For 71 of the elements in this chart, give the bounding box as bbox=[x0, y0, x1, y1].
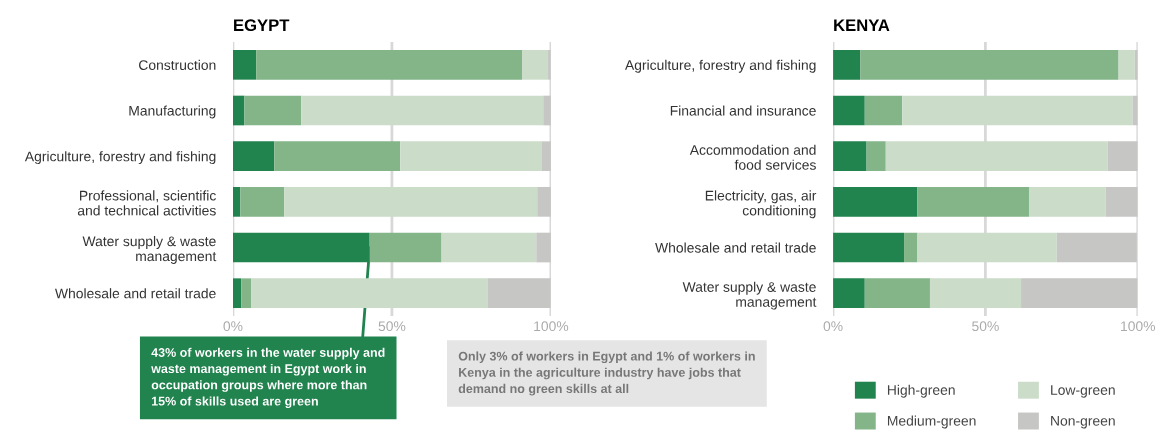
bar bbox=[240, 187, 285, 217]
bar bbox=[864, 95, 903, 126]
bar bbox=[1105, 187, 1138, 217]
bar bbox=[929, 278, 1022, 309]
y-tick-label: Manufacturing bbox=[129, 105, 216, 119]
bar bbox=[833, 95, 865, 126]
bar bbox=[369, 232, 442, 263]
text: Only 3% of workers in Egypt and 1% of workers in Kenya in the agriculture industry have jobs that demand no green skills at all bbox=[458, 351, 755, 396]
bar bbox=[537, 187, 551, 217]
bar bbox=[833, 232, 905, 263]
bar bbox=[543, 95, 551, 126]
bar bbox=[917, 232, 1057, 263]
bar bbox=[251, 278, 488, 309]
bar bbox=[241, 278, 252, 309]
bar bbox=[833, 49, 861, 80]
y-tick-label: Agriculture, forestry and fishing bbox=[624, 59, 816, 73]
bar bbox=[301, 95, 544, 126]
bar bbox=[232, 278, 242, 309]
y-tick-label: Water supply & waste management bbox=[682, 281, 817, 310]
bar bbox=[232, 187, 241, 217]
bar bbox=[1028, 187, 1106, 217]
bar bbox=[284, 187, 538, 217]
bar bbox=[400, 141, 542, 172]
y-tick-label: Professional, scientific and technical activities bbox=[77, 190, 216, 216]
y-tick-label: Agriculture, forestry and fishing bbox=[24, 151, 216, 165]
bar bbox=[864, 278, 930, 309]
chart-title: EGYPT bbox=[234, 19, 290, 32]
bar bbox=[521, 49, 549, 80]
annotation: 43% of workers in the water supply and waste management in Egypt work in occupation groups where more than 15% of skills used are green bbox=[151, 347, 385, 409]
legend-label: Low-green bbox=[1051, 385, 1115, 398]
y-tick-label: Financial and insurance bbox=[670, 105, 816, 116]
y-tick-label: Wholesale and retail trade bbox=[655, 242, 816, 253]
chart-title: KENYA bbox=[834, 19, 890, 31]
bar bbox=[548, 49, 551, 80]
y-tick-label: Wholesale and retail trade bbox=[55, 288, 216, 299]
y-tick-label: Electricity, gas, air conditioning bbox=[705, 190, 817, 219]
x-tick-label: 50% bbox=[378, 321, 406, 332]
bar bbox=[232, 49, 257, 80]
bar bbox=[902, 95, 1133, 126]
bar bbox=[917, 187, 1029, 217]
x-tick-label: 0% bbox=[823, 321, 843, 332]
y-tick-label: Accommodation and food services bbox=[689, 144, 816, 170]
bar bbox=[232, 141, 275, 172]
bar bbox=[885, 141, 1108, 172]
bar bbox=[833, 141, 867, 172]
bar bbox=[1107, 141, 1138, 172]
x-tick-label: 100% bbox=[1121, 321, 1156, 332]
bar bbox=[1056, 232, 1137, 263]
x-tick-label: 0% bbox=[223, 321, 243, 332]
bar bbox=[487, 278, 551, 309]
bar bbox=[256, 49, 522, 80]
bar bbox=[441, 232, 537, 263]
bar bbox=[536, 232, 551, 263]
x-tick-label: 100% bbox=[534, 321, 569, 332]
bar bbox=[1118, 49, 1135, 80]
legend-label: High-green bbox=[887, 384, 955, 398]
x-tick-label: 50% bbox=[972, 321, 999, 332]
legend-label: Non-green bbox=[1051, 416, 1115, 429]
bar bbox=[860, 49, 1119, 80]
bar bbox=[541, 141, 551, 172]
bar bbox=[866, 141, 886, 172]
bar bbox=[244, 95, 302, 126]
y-tick-label: Construction bbox=[139, 59, 216, 70]
y-tick-label: Water supply & waste management bbox=[82, 236, 217, 264]
bar bbox=[833, 278, 865, 309]
bar bbox=[833, 187, 918, 217]
legend-label: Medium-green bbox=[887, 415, 976, 429]
bar bbox=[1021, 278, 1138, 309]
bar bbox=[232, 95, 245, 126]
bar bbox=[274, 141, 401, 172]
bar bbox=[904, 232, 918, 263]
